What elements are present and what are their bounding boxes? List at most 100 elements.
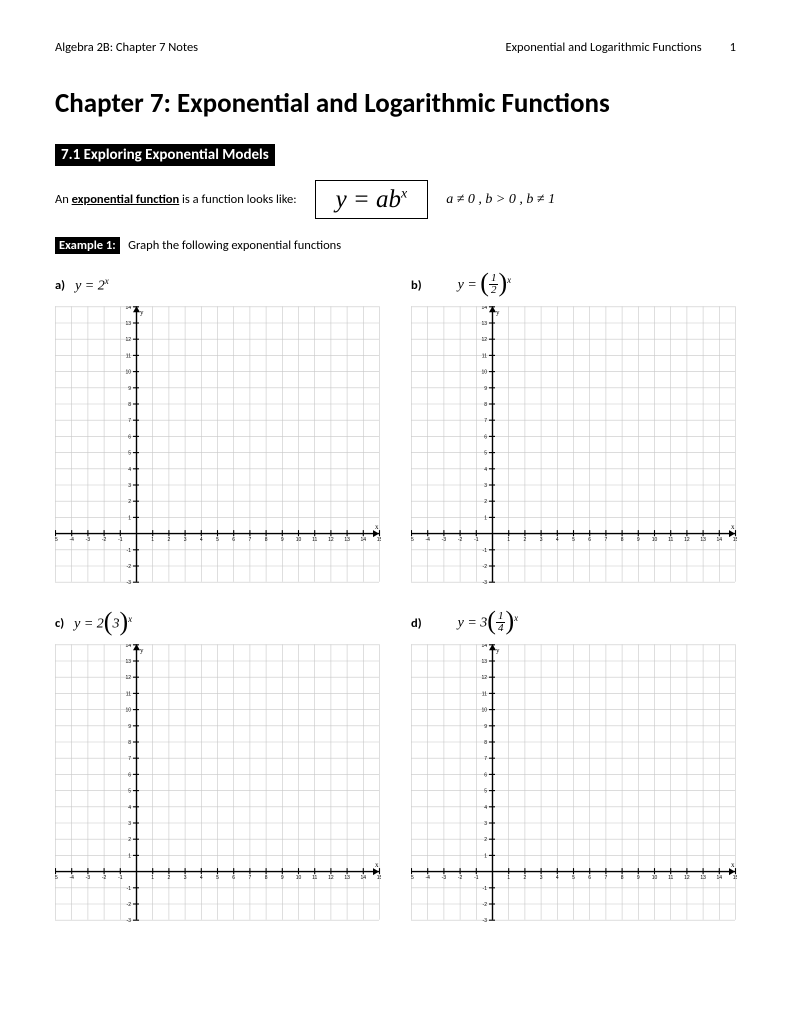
svg-text:1: 1 (128, 515, 131, 521)
svg-text:9: 9 (637, 875, 640, 881)
svg-text:-5: -5 (55, 875, 58, 881)
svg-text:-3: -3 (483, 918, 488, 922)
coordinate-grid-c: xy-5-4-3-2-1123456789101112131415-3-2-11… (55, 644, 381, 922)
svg-text:5: 5 (484, 789, 487, 795)
problems-grid: a) y = 2x xy-5-4-3-2-1123456789101112131… (55, 268, 736, 922)
svg-text:5: 5 (484, 451, 487, 457)
svg-text:6: 6 (484, 772, 487, 778)
svg-text:10: 10 (652, 537, 658, 543)
svg-text:15: 15 (733, 537, 737, 543)
svg-text:y: y (140, 308, 144, 316)
svg-text:3: 3 (128, 483, 131, 489)
svg-text:14: 14 (125, 306, 131, 311)
svg-text:6: 6 (484, 434, 487, 440)
svg-text:6: 6 (588, 875, 591, 881)
svg-text:-3: -3 (442, 537, 447, 543)
svg-text:1: 1 (128, 853, 131, 859)
svg-text:8: 8 (621, 875, 624, 881)
svg-text:11: 11 (668, 537, 673, 543)
svg-text:13: 13 (125, 659, 131, 665)
svg-text:-2: -2 (458, 537, 463, 543)
svg-text:1: 1 (484, 853, 487, 859)
svg-text:4: 4 (128, 805, 131, 811)
svg-text:14: 14 (717, 875, 723, 881)
example-row: Example 1: Graph the following exponenti… (55, 237, 736, 254)
svg-text:x: x (375, 523, 379, 531)
svg-text:x: x (731, 523, 735, 531)
problem-c: c) y = 2(3)x xy-5-4-3-2-1123456789101112… (55, 606, 381, 922)
svg-text:15: 15 (733, 875, 737, 881)
svg-text:-1: -1 (483, 886, 488, 892)
svg-text:6: 6 (232, 875, 235, 881)
svg-text:13: 13 (125, 321, 131, 327)
svg-text:9: 9 (281, 875, 284, 881)
svg-text:4: 4 (556, 875, 559, 881)
svg-text:12: 12 (125, 675, 131, 681)
svg-text:10: 10 (652, 875, 658, 881)
coordinate-grid-a: xy-5-4-3-2-1123456789101112131415-3-2-11… (55, 306, 381, 584)
svg-text:10: 10 (296, 537, 302, 543)
svg-text:14: 14 (717, 537, 723, 543)
svg-text:7: 7 (128, 418, 131, 424)
svg-text:10: 10 (125, 370, 131, 376)
svg-text:7: 7 (484, 756, 487, 762)
svg-text:1: 1 (507, 875, 510, 881)
svg-text:-5: -5 (411, 537, 414, 543)
svg-text:-4: -4 (425, 537, 430, 543)
svg-text:13: 13 (481, 659, 487, 665)
svg-text:15: 15 (377, 537, 381, 543)
svg-text:-2: -2 (483, 902, 488, 908)
coordinate-grid-b: xy-5-4-3-2-1123456789101112131415-3-2-11… (411, 306, 737, 584)
svg-text:-1: -1 (127, 548, 132, 554)
svg-text:6: 6 (128, 772, 131, 778)
svg-text:4: 4 (128, 467, 131, 473)
svg-text:5: 5 (572, 875, 575, 881)
svg-text:5: 5 (128, 789, 131, 795)
svg-text:13: 13 (344, 537, 350, 543)
svg-text:-2: -2 (458, 875, 463, 881)
svg-text:10: 10 (481, 708, 487, 714)
svg-text:11: 11 (126, 691, 131, 697)
header-right: Exponential and Logarithmic Functions (506, 40, 702, 55)
svg-text:-5: -5 (55, 537, 58, 543)
svg-text:3: 3 (540, 537, 543, 543)
svg-text:13: 13 (344, 875, 350, 881)
svg-text:7: 7 (249, 875, 252, 881)
svg-text:9: 9 (281, 537, 284, 543)
svg-text:2: 2 (128, 837, 131, 843)
svg-text:3: 3 (184, 875, 187, 881)
page-header: Algebra 2B: Chapter 7 Notes Exponential … (55, 40, 736, 55)
svg-text:7: 7 (605, 875, 608, 881)
svg-text:11: 11 (312, 537, 317, 543)
equation-c: y = 2(3)x (74, 614, 132, 633)
svg-text:9: 9 (128, 386, 131, 392)
svg-text:1: 1 (507, 537, 510, 543)
svg-text:12: 12 (125, 337, 131, 343)
intro-row: An exponential function is a function lo… (55, 180, 736, 219)
svg-text:13: 13 (481, 321, 487, 327)
svg-text:14: 14 (481, 306, 487, 311)
svg-text:3: 3 (484, 483, 487, 489)
svg-text:-3: -3 (86, 537, 91, 543)
svg-text:15: 15 (377, 875, 381, 881)
svg-text:1: 1 (151, 537, 154, 543)
chapter-title: Chapter 7: Exponential and Logarithmic F… (55, 87, 736, 120)
equation-a: y = 2x (75, 276, 109, 295)
svg-text:-4: -4 (69, 537, 74, 543)
svg-text:-3: -3 (483, 580, 488, 584)
svg-text:4: 4 (200, 875, 203, 881)
svg-text:6: 6 (128, 434, 131, 440)
example-text: Graph the following exponential function… (128, 238, 341, 253)
svg-text:12: 12 (684, 875, 690, 881)
svg-text:9: 9 (484, 386, 487, 392)
svg-text:8: 8 (484, 402, 487, 408)
svg-text:4: 4 (484, 467, 487, 473)
svg-text:12: 12 (481, 337, 487, 343)
svg-text:1: 1 (484, 515, 487, 521)
svg-text:9: 9 (128, 724, 131, 730)
svg-text:-3: -3 (86, 875, 91, 881)
intro-text: An exponential function is a function lo… (55, 192, 297, 207)
svg-text:7: 7 (249, 537, 252, 543)
svg-text:7: 7 (605, 537, 608, 543)
svg-text:13: 13 (700, 537, 706, 543)
